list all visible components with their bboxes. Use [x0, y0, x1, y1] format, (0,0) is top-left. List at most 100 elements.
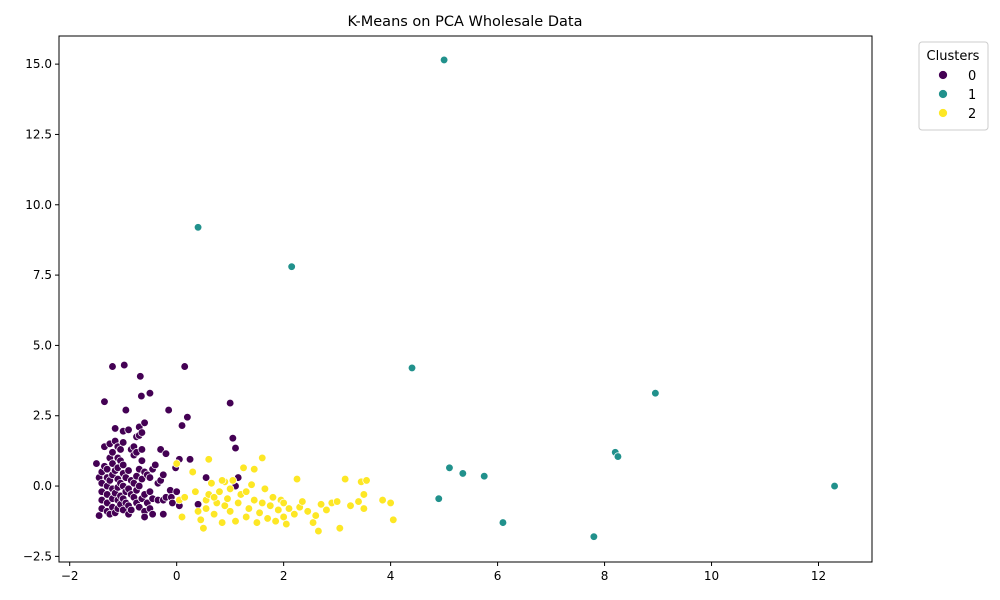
legend-box — [918, 41, 989, 131]
legend-label-cluster-0: 0 — [968, 69, 976, 84]
data-point-cluster-0 — [124, 425, 133, 434]
data-point-cluster-0 — [136, 372, 145, 381]
data-point-cluster-0 — [116, 445, 125, 454]
data-point-cluster-2 — [193, 507, 203, 516]
data-point-cluster-0 — [108, 459, 117, 468]
legend-entries: 0 1 2 — [938, 69, 976, 122]
data-point-cluster-0 — [135, 502, 144, 512]
data-point-cluster-0 — [168, 498, 177, 508]
data-point-cluster-2 — [258, 453, 267, 463]
data-point-cluster-0 — [145, 473, 155, 482]
data-point-cluster-0 — [148, 510, 157, 519]
data-point-cluster-2 — [274, 505, 283, 515]
data-point-cluster-2 — [362, 476, 371, 485]
data-point-cluster-2 — [290, 510, 299, 519]
data-point-cluster-2 — [250, 465, 259, 474]
data-point-cluster-1 — [613, 452, 623, 461]
data-point-cluster-0 — [108, 448, 117, 457]
x-tick-label: −2 — [61, 569, 79, 583]
data-point-cluster-2 — [260, 484, 270, 494]
data-point-cluster-0 — [201, 473, 211, 482]
data-point-cluster-0 — [120, 360, 129, 370]
data-point-cluster-2 — [292, 474, 302, 484]
data-point-cluster-2 — [226, 484, 235, 494]
data-point-cluster-2 — [223, 494, 232, 503]
data-point-cluster-2 — [242, 487, 251, 496]
data-point-cluster-2 — [316, 500, 326, 509]
data-point-cluster-2 — [217, 518, 227, 527]
data-point-cluster-2 — [284, 504, 294, 513]
data-point-cluster-2 — [332, 497, 342, 506]
data-point-cluster-0 — [119, 460, 128, 470]
data-point-cluster-2 — [247, 480, 256, 489]
data-point-cluster-2 — [217, 476, 227, 485]
data-point-cluster-2 — [354, 497, 363, 506]
data-point-cluster-1 — [193, 223, 203, 232]
data-point-cluster-2 — [188, 467, 197, 477]
y-tick-label: 15.0 — [25, 57, 52, 71]
data-point-cluster-2 — [252, 518, 262, 527]
data-point-cluster-2 — [359, 490, 369, 499]
y-tick-label: 2.5 — [33, 409, 52, 423]
x-tick-label: 12 — [811, 569, 826, 583]
data-point-cluster-0 — [193, 500, 203, 509]
data-point-cluster-0 — [137, 445, 147, 454]
data-point-cluster-0 — [172, 487, 181, 496]
data-point-cluster-1 — [651, 389, 660, 398]
data-point-cluster-0 — [119, 438, 128, 447]
data-point-cluster-2 — [389, 515, 398, 524]
data-point-cluster-1 — [445, 463, 454, 472]
data-point-cluster-0 — [137, 456, 147, 465]
data-point-cluster-0 — [145, 487, 155, 496]
data-point-cluster-0 — [102, 498, 112, 508]
data-point-cluster-0 — [231, 443, 240, 453]
data-point-cluster-2 — [201, 504, 211, 513]
data-point-cluster-2 — [204, 455, 213, 464]
data-point-cluster-0 — [145, 389, 155, 398]
plot-area-frame — [58, 35, 873, 563]
x-tick-label: 4 — [387, 569, 395, 583]
data-point-cluster-2 — [268, 493, 278, 502]
points-layer — [92, 55, 839, 541]
data-point-cluster-0 — [140, 418, 149, 427]
data-point-cluster-0 — [137, 428, 147, 437]
data-point-cluster-0 — [156, 445, 165, 454]
legend-label-cluster-2: 2 — [968, 107, 976, 122]
data-point-cluster-2 — [207, 479, 216, 488]
data-point-cluster-2 — [341, 474, 350, 484]
data-point-cluster-0 — [185, 455, 195, 464]
y-tick-label: −2.5 — [23, 549, 52, 563]
data-point-cluster-2 — [234, 498, 243, 508]
data-point-cluster-2 — [258, 498, 267, 508]
data-point-cluster-2 — [228, 476, 237, 485]
data-point-cluster-2 — [215, 487, 224, 496]
data-point-cluster-0 — [226, 398, 235, 408]
data-point-cluster-1 — [434, 494, 443, 503]
data-point-cluster-0 — [161, 449, 171, 458]
data-point-cluster-2 — [242, 512, 251, 522]
legend-label-cluster-1: 1 — [968, 88, 976, 103]
data-point-cluster-2 — [298, 497, 307, 506]
data-point-cluster-2 — [209, 510, 219, 519]
data-point-cluster-2 — [346, 501, 355, 510]
legend-marker-cluster-1 — [938, 89, 948, 99]
data-point-cluster-1 — [407, 363, 417, 373]
axes-layer: −2 0 2 4 6 8 10 12 −2.5 0.0 2.5 5.0 7.5 10.0 12.5 15.0 — [23, 57, 826, 583]
legend-title: Clusters — [927, 49, 980, 64]
data-point-cluster-2 — [220, 501, 229, 510]
data-point-cluster-0 — [102, 490, 112, 499]
x-tick-label: 6 — [494, 569, 502, 583]
data-point-cluster-0 — [183, 412, 192, 422]
data-point-cluster-2 — [191, 487, 200, 496]
data-point-cluster-2 — [177, 512, 187, 522]
data-point-cluster-0 — [119, 505, 128, 515]
legend-marker-cluster-2 — [938, 108, 948, 118]
data-point-cluster-2 — [266, 501, 275, 510]
data-point-cluster-0 — [111, 424, 120, 433]
data-point-cluster-0 — [135, 481, 144, 491]
data-point-cluster-2 — [180, 493, 189, 502]
data-point-cluster-2 — [308, 518, 318, 527]
data-point-cluster-0 — [94, 511, 104, 520]
data-point-cluster-0 — [159, 470, 168, 479]
